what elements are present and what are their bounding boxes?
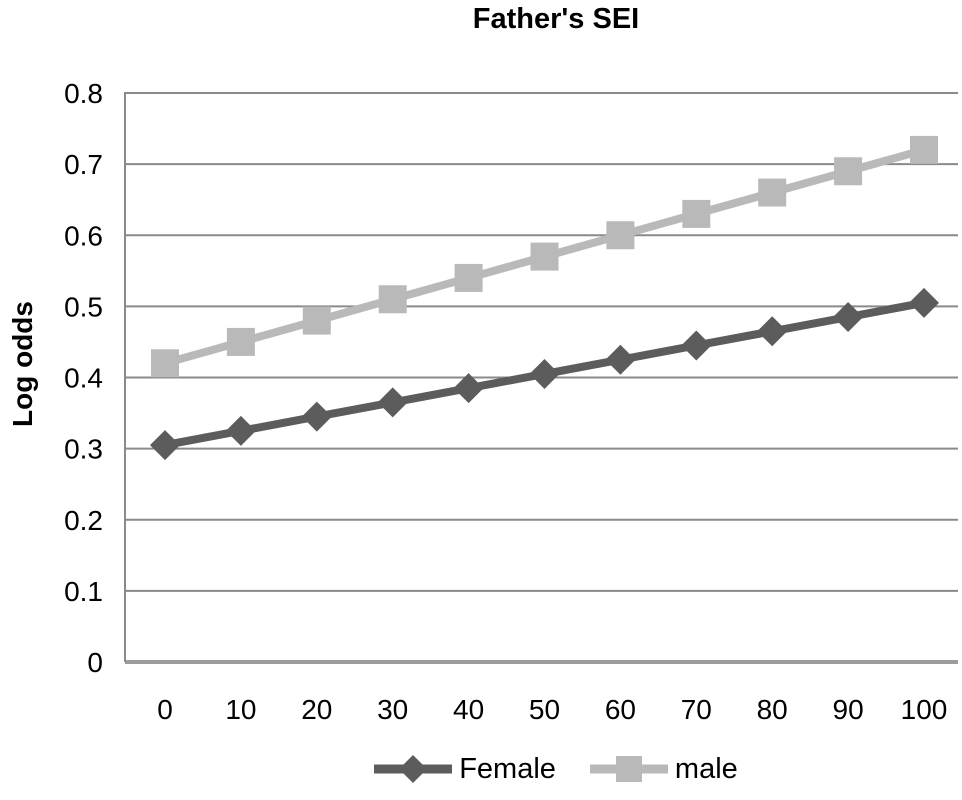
x-tick-label: 0 — [157, 694, 173, 725]
data-point-diamond-female — [833, 302, 864, 333]
data-point-diamond-female — [909, 287, 939, 318]
y-tick-label: 0.5 — [64, 291, 103, 322]
data-point-square-male — [226, 327, 255, 356]
female-series-marker-icon — [374, 755, 453, 783]
data-point-diamond-female — [150, 430, 180, 461]
legend-diamond — [399, 755, 428, 783]
x-tick-label: 50 — [529, 694, 560, 725]
data-point-square-male — [530, 242, 559, 271]
x-tick-label: 90 — [833, 694, 864, 725]
data-point-square-male — [910, 135, 938, 164]
legend-square — [615, 756, 642, 782]
data-point-square-male — [454, 263, 483, 292]
x-tick-label: 10 — [225, 694, 256, 725]
y-tick-label: 0.1 — [64, 576, 103, 607]
y-tick-label: 0 — [87, 647, 103, 678]
data-point-diamond-female — [757, 316, 788, 347]
data-point-square-male — [151, 349, 179, 378]
x-tick-label: 80 — [757, 694, 788, 725]
x-tick-label: 40 — [453, 694, 484, 725]
data-point-square-male — [834, 157, 863, 186]
data-point-diamond-female — [681, 330, 712, 361]
y-tick-label: 0.3 — [64, 434, 103, 465]
chart-title: Father's SEI — [472, 3, 640, 35]
legend-item-female: Female — [374, 752, 556, 786]
x-tick-label: 70 — [681, 694, 712, 725]
y-tick-label: 0.8 — [64, 78, 103, 109]
data-point-square-male — [758, 178, 787, 207]
legend: Female male — [150, 752, 962, 786]
data-point-diamond-female — [605, 344, 636, 375]
legend-label-female: Female — [459, 752, 556, 785]
x-tick-label: 60 — [605, 694, 636, 725]
y-tick-label: 0.2 — [64, 505, 103, 536]
legend-label-male: male — [674, 752, 738, 785]
y-tick-label: 0.6 — [64, 220, 103, 251]
x-tick-label: 30 — [377, 694, 408, 725]
x-tick-label: 20 — [301, 694, 332, 725]
x-tick-label: 100 — [901, 694, 948, 725]
data-point-diamond-female — [377, 387, 408, 418]
legend-item-male: male — [589, 752, 738, 786]
data-point-square-male — [682, 199, 711, 228]
data-point-square-male — [378, 285, 407, 314]
male-series-marker-icon — [589, 756, 668, 782]
data-point-diamond-female — [453, 373, 484, 404]
y-tick-label: 0.4 — [64, 363, 103, 394]
data-point-diamond-female — [529, 358, 560, 389]
data-point-diamond-female — [225, 415, 256, 446]
data-point-square-male — [302, 306, 331, 335]
y-tick-label: 0.7 — [64, 149, 103, 180]
data-point-square-male — [606, 221, 635, 250]
data-point-diamond-female — [301, 401, 332, 432]
